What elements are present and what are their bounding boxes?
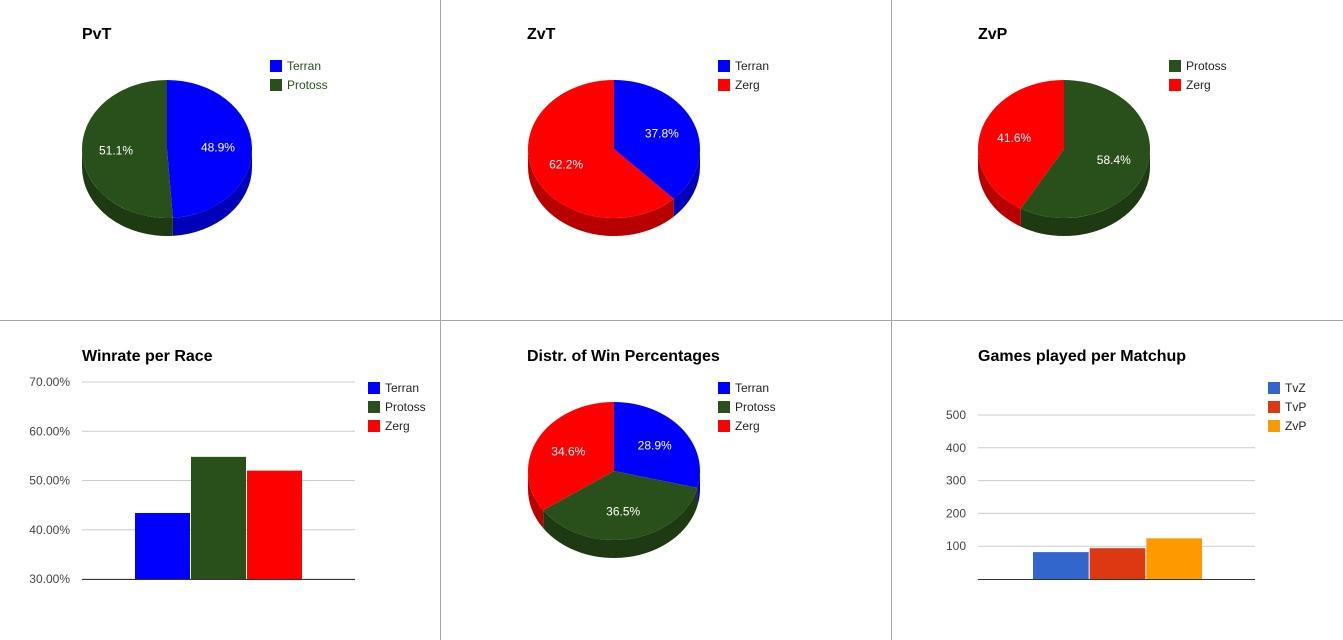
chart-title: Distr. of Win Percentages [527,348,720,365]
bar-tvz[interactable] [1033,552,1089,579]
pie-side-zerg [528,471,544,529]
y-tick-label: 30.00% [29,572,70,586]
y-tick-label: 100 [946,539,966,553]
legend-label-terran: Terran [735,381,769,395]
legend-label-terran: Terran [735,59,769,73]
chart-panel-winrate-per-race: Winrate per Race 70.00% 60.00% 50.00% 40.00%… [0,321,440,640]
pie-side-protoss [543,487,698,558]
legend-swatch-tvp [1268,401,1280,413]
bar-zvp[interactable] [1146,538,1202,579]
pie-slice-terran[interactable] [167,80,253,218]
y-tick-label: 60.00% [29,424,70,438]
chart-svg: Winrate per Race 70.00% 60.00% 50.00% 40.00%… [29,348,426,586]
bar-tvp[interactable] [1089,548,1146,579]
pie-label-zerg: 62.2% [549,157,583,171]
legend-label-protoss: Protoss [287,78,328,92]
chart-panel-win-distribution: Distr. of Win Percentages 28.9% 36.5% 34.6%… [441,321,891,640]
pie-side-protoss [82,149,173,236]
pie-side-terran [673,149,700,217]
legend-label-zerg: Zerg [385,419,410,433]
pie-slice-terran[interactable] [614,80,700,199]
legend-label-tvz: TvZ [1285,381,1306,395]
legend-swatch-zerg [718,420,730,432]
pie-slice-zerg[interactable] [978,80,1064,209]
pie-label-protoss: 58.4% [1097,153,1131,167]
bar-zerg[interactable] [247,470,302,579]
legend-label-tvp: TvP [1285,400,1306,414]
pie-side-protoss [1020,149,1150,236]
legend-swatch-zerg [1169,79,1181,91]
chart-svg: ZvT 37.8% 62.2% Terran Zerg [527,26,769,236]
y-tick-label: 500 [946,408,966,422]
legend-label-protoss: Protoss [735,400,776,414]
y-tick-label: 50.00% [29,474,70,488]
legend-swatch-protoss [718,401,730,413]
chart-panel-zvp: ZvP 58.4% 41.6% Protoss Zerg [892,0,1343,320]
bar-terran[interactable] [135,513,190,579]
chart-svg: PvT 48.9% 51.1% Terran Protoss [82,26,328,236]
y-tick-label: 70.00% [29,375,70,389]
bar-protoss[interactable] [191,456,246,579]
legend-label-protoss: Protoss [385,400,426,414]
pie-label-terran: 37.8% [645,127,679,141]
legend-swatch-terran [270,60,282,72]
legend-label-zerg: Zerg [735,419,760,433]
y-tick-label: 40.00% [29,523,70,537]
chart-title: Games played per Matchup [978,348,1186,365]
y-tick-label: 300 [946,474,966,488]
pie-label-protoss: 51.1% [99,143,133,157]
chart-title: Winrate per Race [82,348,213,365]
pie-label-terran: 48.9% [201,141,235,155]
legend-swatch-protoss [368,401,380,413]
legend-label-zvp: ZvP [1285,419,1306,433]
legend-swatch-zerg [718,79,730,91]
pie-label-protoss: 36.5% [606,505,640,519]
legend-swatch-zvp [1268,420,1280,432]
chart-title: ZvP [978,26,1008,43]
y-tick-label: 200 [946,506,966,520]
chart-panel-pvt: PvT 48.9% 51.1% Terran Protoss [0,0,440,320]
legend-swatch-terran [718,382,730,394]
pie-side-zerg [978,149,1021,227]
legend-swatch-terran [368,382,380,394]
pie-slice-protoss[interactable] [82,80,173,218]
pie-label-zerg: 34.6% [551,445,585,459]
legend-label-terran: Terran [385,381,419,395]
pie-slice-terran[interactable] [614,402,700,488]
legend-swatch-protoss [270,79,282,91]
pie-label-terran: 28.9% [638,439,672,453]
pie-slice-zerg[interactable] [528,80,674,218]
legend-swatch-tvz [1268,382,1280,394]
pie-side-terran [172,149,252,236]
panel-divider-horizontal [0,320,1343,321]
pie-slice-zerg[interactable] [528,402,614,511]
legend-swatch-terran [718,60,730,72]
legend-label-zerg: Zerg [735,78,760,92]
legend-swatch-protoss [1169,60,1181,72]
legend-label-zerg: Zerg [1186,78,1211,92]
pie-side-terran [697,471,700,506]
legend-swatch-zerg [368,420,380,432]
pie-side-zerg [528,149,674,236]
chart-svg: ZvP 58.4% 41.6% Protoss Zerg [978,26,1227,236]
chart-svg: Games played per Matchup 500 400 300 200 100 T… [946,348,1306,580]
chart-svg: Distr. of Win Percentages 28.9% 36.5% 34.6%… [527,348,776,558]
y-tick-label: 400 [946,441,966,455]
chart-panel-zvt: ZvT 37.8% 62.2% Terran Zerg [441,0,891,320]
chart-title: ZvT [527,26,556,43]
pie-slice-protoss[interactable] [1020,80,1150,218]
legend-label-terran: Terran [287,59,321,73]
pie-label-zerg: 41.6% [997,131,1031,145]
chart-panel-games-per-matchup: Games played per Matchup 500 400 300 200 100 T… [892,321,1343,640]
chart-title: PvT [82,26,112,43]
legend-label-protoss: Protoss [1186,59,1227,73]
pie-slice-protoss[interactable] [543,471,698,540]
